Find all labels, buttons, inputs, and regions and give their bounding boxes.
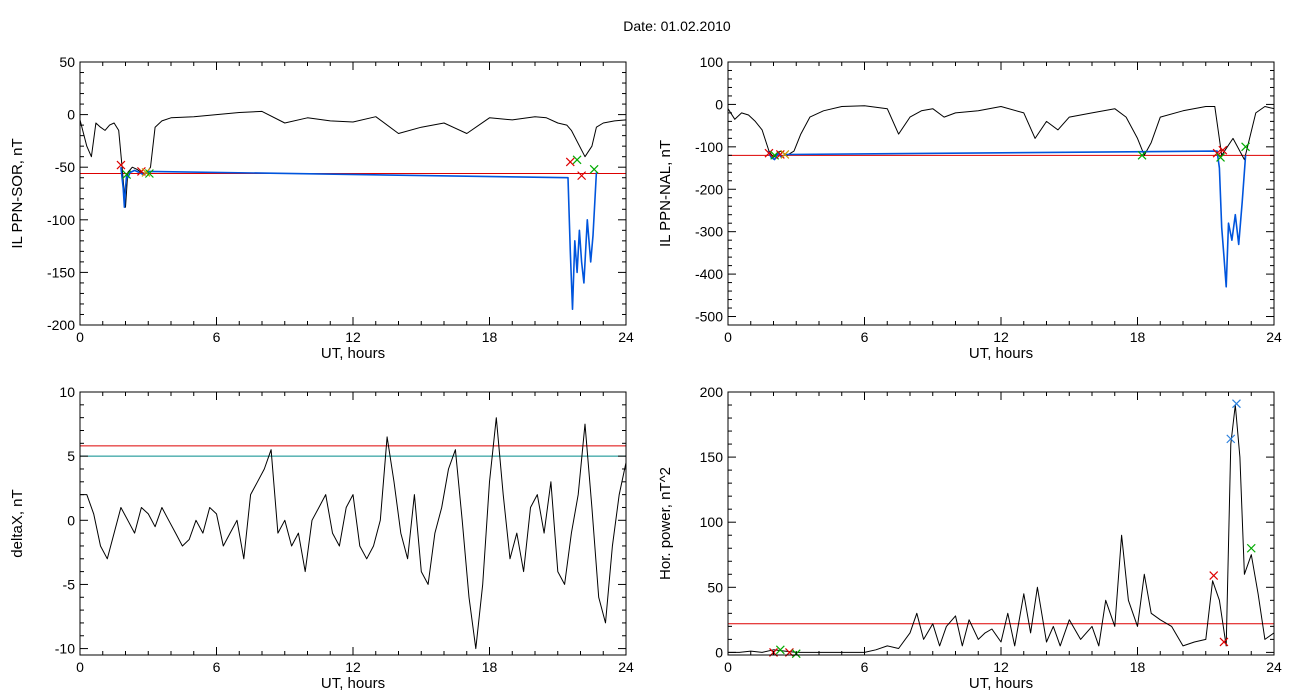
plot-frame [79,61,627,326]
x-tick-label: 24 [1266,329,1282,345]
x-tick-label: 6 [213,659,221,675]
plot-frame [727,61,1275,326]
y-tick-label: 5 [67,448,75,464]
x-tick-label: 18 [482,329,498,345]
event-marker [1246,543,1256,553]
x-tick-label: 0 [76,659,84,675]
y-tick-label: -10 [55,641,75,657]
storm-series-line [767,150,1247,288]
x-tick-label: 24 [618,329,634,345]
event-marker [144,169,154,178]
event-marker [775,645,785,655]
x-tick-label: 24 [618,659,634,675]
y-tick-label: -50 [55,159,75,175]
x-axis-label: UT, hours [321,675,385,692]
y-tick-label: -100 [695,139,723,155]
y-tick-label: -200 [47,317,75,333]
event-marker [141,168,151,177]
y-tick-label: 0 [67,107,75,123]
y-tick-label: 100 [700,54,724,70]
plot-frame [727,391,1275,656]
event-marker [116,160,126,170]
storm-series-line [120,167,598,311]
event-marker [1219,637,1229,647]
event-marker [572,155,582,165]
chart-hor-power: 0 6 12 18 24 0 50 100 150 200 UT, hours Hor. power,… [657,384,1282,692]
event-marker [577,171,587,181]
x-tick-label: 12 [345,329,361,345]
y-tick-label: 0 [715,96,723,112]
x-axis-label: UT, hours [321,345,385,362]
chart-ppn-sor: 0 6 12 18 24 -200 -150 -100 -50 0 50 UT, hours IL PP… [9,54,634,362]
event-marker [565,157,575,167]
x-tick-label: 6 [861,659,869,675]
event-marker [1226,434,1236,444]
x-axis-label: UT, hours [969,345,1033,362]
y-axis-label: deltaX, nT [9,489,26,557]
x-tick-label: 6 [861,329,869,345]
x-tick-label: 12 [345,659,361,675]
chart-ppn-nal: 0 6 12 18 24 -500 -400 -300 -200 -100 0 100 UT, hour… [657,54,1282,362]
y-axis-label: Hor. power, nT^2 [657,467,674,580]
x-tick-label: 18 [1130,329,1146,345]
y-tick-label: 150 [700,449,724,465]
figure-title: Date: 01.02.2010 [623,18,731,34]
y-tick-label: -300 [695,224,723,240]
y-tick-label: 100 [700,514,724,530]
x-tick-label: 0 [724,329,732,345]
y-tick-label: -150 [47,264,75,280]
chart-deltax: 0 6 12 18 24 -10 -5 0 5 10 UT, hours deltaX, nT [9,384,634,692]
x-tick-label: 0 [724,659,732,675]
x-tick-label: 24 [1266,659,1282,675]
y-tick-label: 200 [700,384,724,400]
x-axis-label: UT, hours [969,675,1033,692]
y-tick-label: -5 [63,576,76,592]
event-marker [1137,150,1147,160]
y-axis-label: IL PPN-SOR, nT [9,138,26,248]
event-marker [780,150,790,159]
x-tick-label: 0 [76,329,84,345]
y-tick-label: 50 [59,54,75,70]
y-tick-label: 10 [59,384,75,400]
event-marker [1232,399,1241,409]
x-tick-label: 6 [213,329,221,345]
x-tick-label: 18 [1130,659,1146,675]
y-tick-label: -100 [47,212,75,228]
y-tick-label: -200 [695,181,723,197]
y-tick-label: -400 [695,266,723,282]
plot-frame [79,391,627,656]
series-line [728,404,1274,653]
event-marker [1216,153,1225,162]
series-line [80,417,626,650]
event-marker [764,148,774,158]
y-tick-label: 0 [67,512,75,528]
event-marker [1218,145,1228,155]
y-tick-label: 0 [715,644,723,660]
event-marker [589,164,599,174]
y-tick-label: -500 [695,309,723,325]
x-tick-label: 12 [993,659,1009,675]
series-line [80,110,626,208]
x-tick-label: 18 [482,659,498,675]
event-marker [122,170,132,179]
x-tick-label: 12 [993,329,1009,345]
y-tick-label: 50 [707,579,723,595]
event-marker [1209,571,1219,581]
event-marker [1241,142,1250,152]
y-axis-label: IL PPN-NAL, nT [657,140,674,247]
